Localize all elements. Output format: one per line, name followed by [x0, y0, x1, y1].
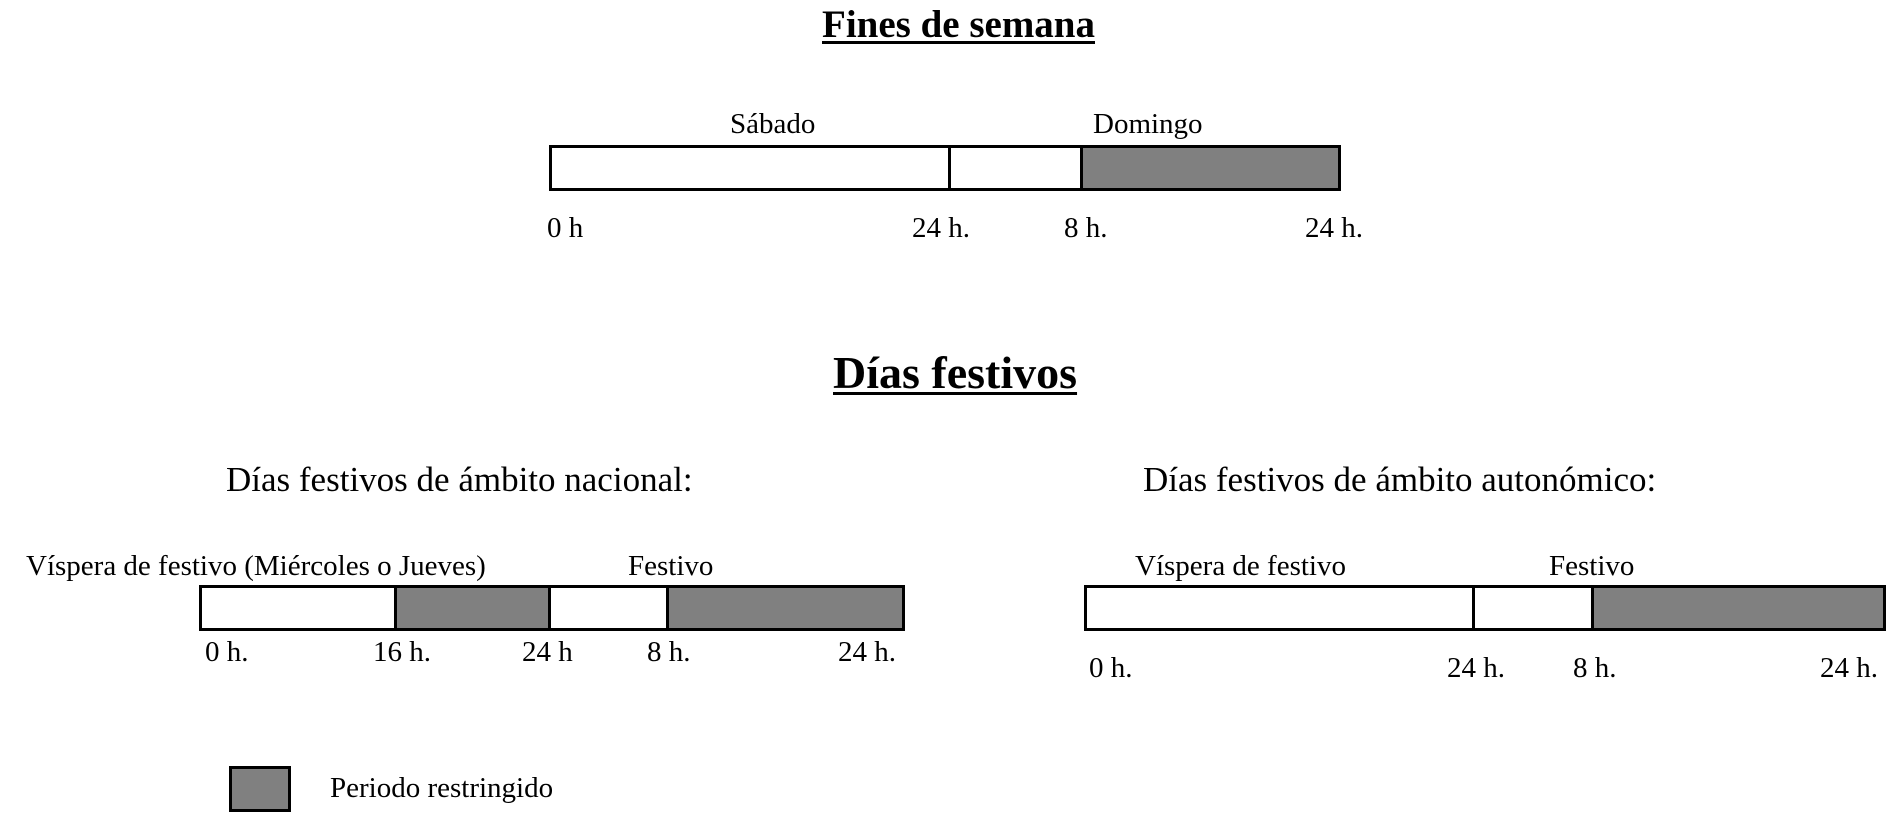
regional-tick-24a: 24 h. — [1447, 652, 1505, 684]
regional-holiday-label: Festivo — [1549, 550, 1635, 582]
weekend-title: Fines de semana — [822, 3, 1095, 46]
sunday-label: Domingo — [1093, 108, 1203, 140]
national-eve-label: Víspera de festivo (Miércoles o Jueves) — [26, 550, 486, 582]
national-tick-24a: 24 h — [522, 636, 573, 668]
regional-tick-24b: 24 h. — [1820, 652, 1878, 684]
regional-eve-label: Víspera de festivo — [1135, 550, 1346, 582]
weekend-segment-sunday-restricted — [1080, 148, 1338, 188]
national-title: Días festivos de ámbito nacional: — [226, 460, 693, 499]
weekend-timeline-bar — [549, 145, 1341, 191]
national-segment-eve-restricted — [394, 588, 548, 628]
legend-swatch — [229, 766, 291, 812]
weekend-segment-sunday-morning — [948, 148, 1080, 188]
weekend-tick-24a: 24 h. — [912, 212, 970, 244]
regional-segment-eve — [1087, 588, 1472, 628]
national-segment-holiday-morning — [548, 588, 666, 628]
regional-segment-holiday-restricted — [1591, 588, 1883, 628]
national-tick-24b: 24 h. — [838, 636, 896, 668]
regional-title: Días festivos de ámbito autonómico: — [1143, 460, 1657, 499]
weekend-tick-24b: 24 h. — [1305, 212, 1363, 244]
weekend-tick-0: 0 h — [547, 212, 584, 244]
regional-tick-0: 0 h. — [1089, 652, 1133, 684]
national-holiday-label: Festivo — [628, 550, 714, 582]
weekend-segment-saturday — [552, 148, 948, 188]
regional-tick-8: 8 h. — [1573, 652, 1617, 684]
regional-timeline-bar — [1084, 585, 1886, 631]
national-tick-8: 8 h. — [647, 636, 691, 668]
weekend-tick-8: 8 h. — [1064, 212, 1108, 244]
national-segment-eve-free — [202, 588, 394, 628]
national-segment-holiday-restricted — [666, 588, 902, 628]
legend-label: Periodo restringido — [330, 772, 554, 804]
regional-segment-holiday-morning — [1472, 588, 1591, 628]
saturday-label: Sábado — [730, 108, 816, 140]
national-tick-16: 16 h. — [373, 636, 431, 668]
national-tick-0: 0 h. — [205, 636, 249, 668]
national-timeline-bar — [199, 585, 905, 631]
holidays-title: Días festivos — [833, 347, 1078, 398]
